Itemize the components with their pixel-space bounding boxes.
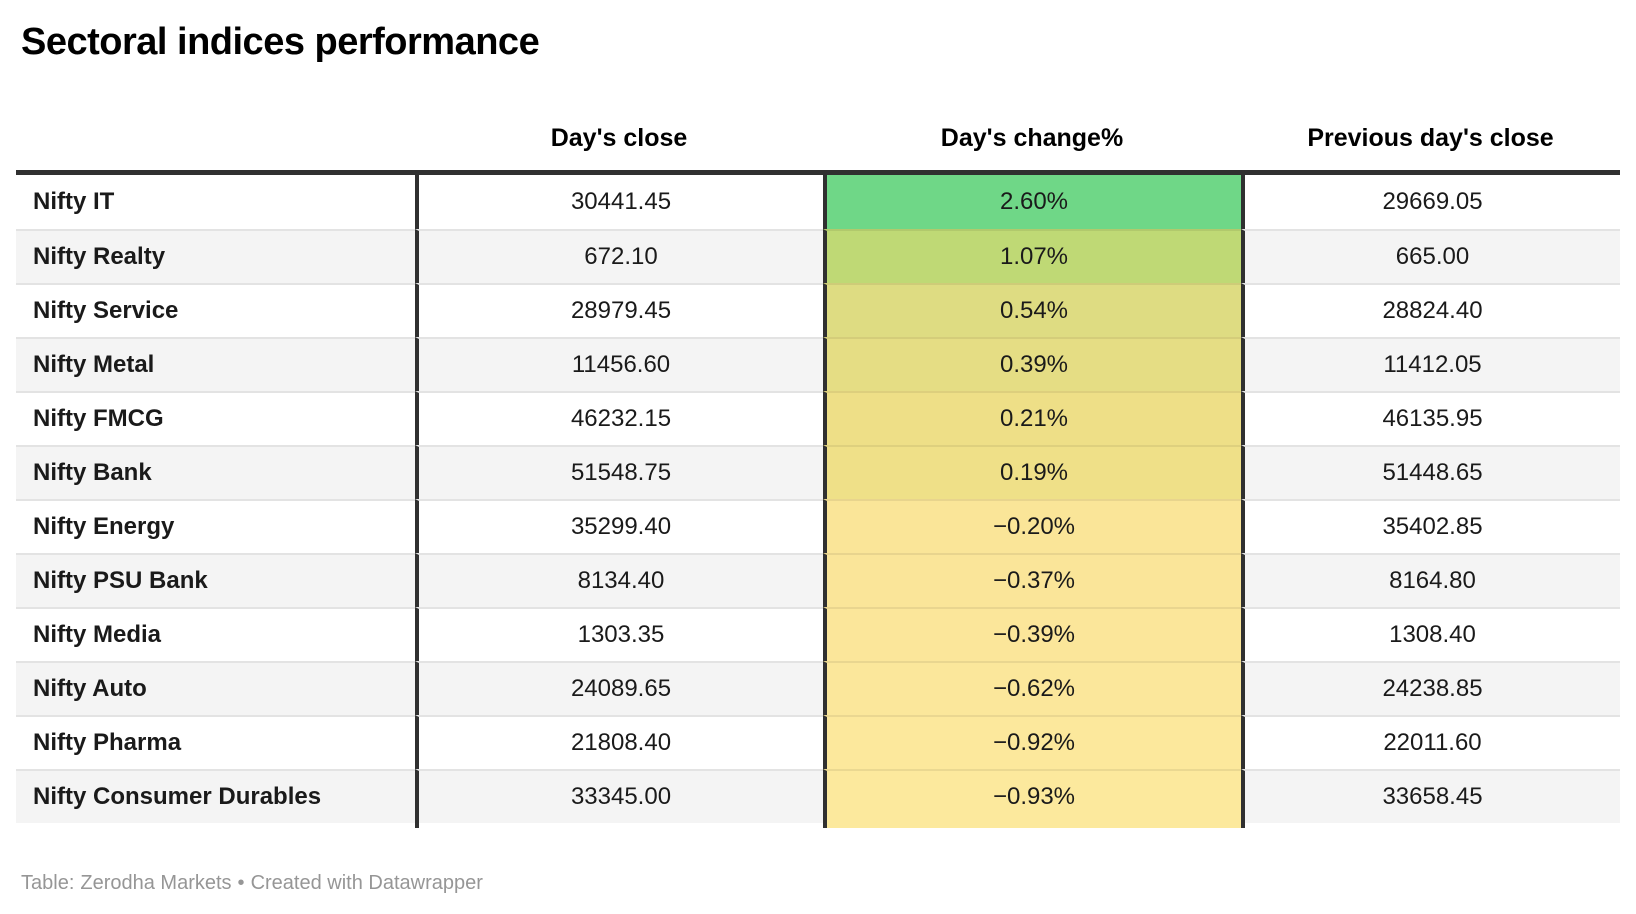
previous-close-value: 33658.45 xyxy=(1241,769,1620,823)
days-change-cell: −0.62% xyxy=(823,661,1241,715)
days-change-cell: 1.07% xyxy=(823,229,1241,283)
column-header-previous-close: Previous day's close xyxy=(1307,124,1554,152)
row-label: Nifty Consumer Durables xyxy=(16,769,415,823)
days-change-cell: −0.37% xyxy=(823,553,1241,607)
days-close-value: 1303.35 xyxy=(415,607,823,661)
previous-close-value: 8164.80 xyxy=(1241,553,1620,607)
chart-title: Sectoral indices performance xyxy=(21,21,540,63)
footer-datawrapper-link[interactable]: Created with Datawrapper xyxy=(250,872,483,894)
previous-close-value: 29669.05 xyxy=(1241,175,1620,229)
row-label: Nifty Metal xyxy=(16,337,415,391)
table-row-nifty-it: Nifty IT 30441.45 2.60% 29669.05 xyxy=(16,175,1620,229)
previous-close-value: 35402.85 xyxy=(1241,499,1620,553)
days-change-cell: 0.39% xyxy=(823,337,1241,391)
row-label: Nifty Service xyxy=(16,283,415,337)
column-header-index xyxy=(16,124,415,153)
row-label: Nifty Pharma xyxy=(16,715,415,769)
row-label: Nifty IT xyxy=(16,175,415,229)
previous-close-value: 1308.40 xyxy=(1241,607,1620,661)
days-close-value: 24089.65 xyxy=(415,661,823,715)
tail-change-cell xyxy=(823,823,1241,828)
days-close-value: 21808.40 xyxy=(415,715,823,769)
table-row-nifty-consumer-durables: Nifty Consumer Durables 33345.00 −0.93% … xyxy=(16,769,1620,823)
footer-source-link[interactable]: Zerodha Markets xyxy=(80,872,232,894)
tail-label-cell xyxy=(16,823,415,828)
days-close-value: 46232.15 xyxy=(415,391,823,445)
tail-prev-cell xyxy=(1241,823,1620,828)
days-change-cell: −0.92% xyxy=(823,715,1241,769)
row-label: Nifty Realty xyxy=(16,229,415,283)
table-row-nifty-service: Nifty Service 28979.45 0.54% 28824.40 xyxy=(16,283,1620,337)
sector-table: Day's close Day's change% Previous day's… xyxy=(16,124,1620,828)
row-label: Nifty Bank xyxy=(16,445,415,499)
table-row-nifty-psu-bank: Nifty PSU Bank 8134.40 −0.37% 8164.80 xyxy=(16,553,1620,607)
table-row-nifty-bank: Nifty Bank 51548.75 0.19% 51448.65 xyxy=(16,445,1620,499)
table-row-nifty-realty: Nifty Realty 672.10 1.07% 665.00 xyxy=(16,229,1620,283)
days-change-cell: 2.60% xyxy=(823,175,1241,229)
days-change-cell: −0.39% xyxy=(823,607,1241,661)
previous-close-value: 24238.85 xyxy=(1241,661,1620,715)
footer-credit: Table: Zerodha Markets • Created with Da… xyxy=(21,872,1636,895)
table-row-nifty-pharma: Nifty Pharma 21808.40 −0.92% 22011.60 xyxy=(16,715,1620,769)
row-label: Nifty Auto xyxy=(16,661,415,715)
table-row-nifty-auto: Nifty Auto 24089.65 −0.62% 24238.85 xyxy=(16,661,1620,715)
days-close-value: 33345.00 xyxy=(415,769,823,823)
column-header-days-change: Day's change% xyxy=(940,124,1124,152)
days-change-cell: −0.20% xyxy=(823,499,1241,553)
column-header-days-close: Day's close xyxy=(550,124,688,152)
previous-close-value: 46135.95 xyxy=(1241,391,1620,445)
days-close-value: 28979.45 xyxy=(415,283,823,337)
days-close-value: 8134.40 xyxy=(415,553,823,607)
row-label: Nifty FMCG xyxy=(16,391,415,445)
days-change-cell: 0.19% xyxy=(823,445,1241,499)
table-body: Nifty IT 30441.45 2.60% 29669.05 Nifty R… xyxy=(16,175,1620,823)
table-row-nifty-media: Nifty Media 1303.35 −0.39% 1308.40 xyxy=(16,607,1620,661)
table-row-nifty-metal: Nifty Metal 11456.60 0.39% 11412.05 xyxy=(16,337,1620,391)
tail-close-cell xyxy=(415,823,823,828)
days-change-cell: −0.93% xyxy=(823,769,1241,823)
table-header-row: Day's close Day's change% Previous day's… xyxy=(16,124,1620,175)
row-label: Nifty Media xyxy=(16,607,415,661)
footer-prefix: Table: xyxy=(21,872,75,894)
days-change-cell: 0.54% xyxy=(823,283,1241,337)
previous-close-value: 51448.65 xyxy=(1241,445,1620,499)
row-label: Nifty Energy xyxy=(16,499,415,553)
days-close-value: 51548.75 xyxy=(415,445,823,499)
previous-close-value: 28824.40 xyxy=(1241,283,1620,337)
days-close-value: 11456.60 xyxy=(415,337,823,391)
row-label: Nifty PSU Bank xyxy=(16,553,415,607)
days-change-cell: 0.21% xyxy=(823,391,1241,445)
days-close-value: 35299.40 xyxy=(415,499,823,553)
table-row-nifty-energy: Nifty Energy 35299.40 −0.20% 35402.85 xyxy=(16,499,1620,553)
previous-close-value: 665.00 xyxy=(1241,229,1620,283)
previous-close-value: 22011.60 xyxy=(1241,715,1620,769)
days-close-value: 672.10 xyxy=(415,229,823,283)
table-bottom-tail xyxy=(16,823,1620,828)
previous-close-value: 11412.05 xyxy=(1241,337,1620,391)
days-close-value: 30441.45 xyxy=(415,175,823,229)
table-row-nifty-fmcg: Nifty FMCG 46232.15 0.21% 46135.95 xyxy=(16,391,1620,445)
footer-separator: • xyxy=(237,872,245,894)
